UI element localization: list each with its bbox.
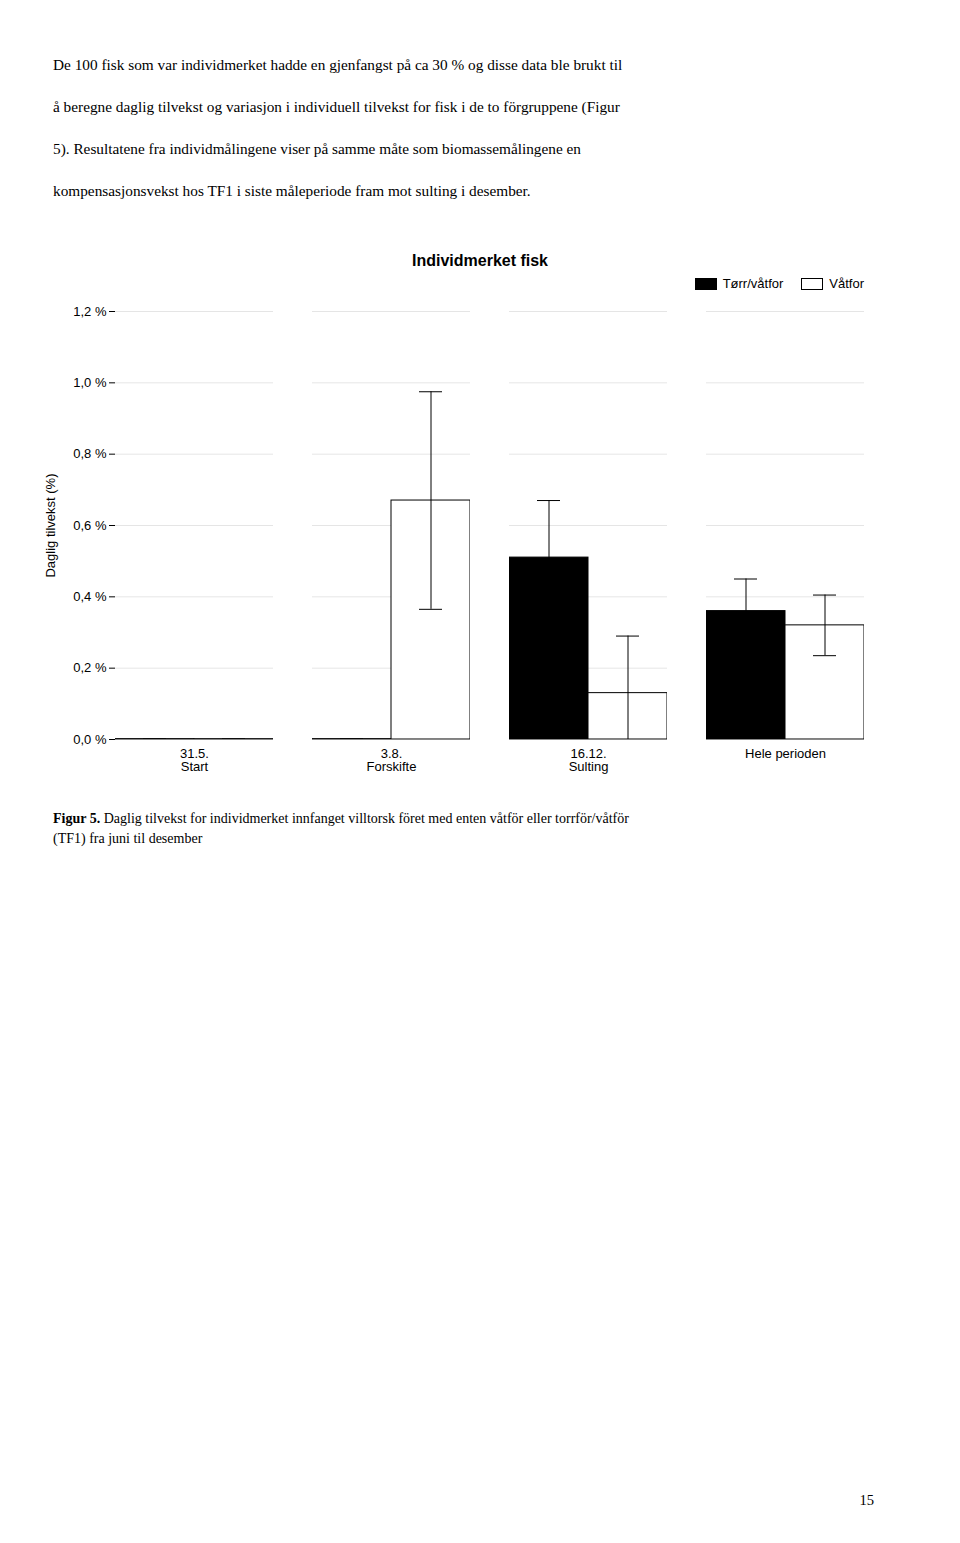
svg-text:1,2 %: 1,2 % — [73, 304, 107, 319]
html-text:Individmerket fisk: Individmerket fisk — [412, 252, 548, 270]
html-text:De 100 fisk som var individmer: De 100 fisk som var individmerket hadde … — [53, 56, 623, 73]
html-text:Figur 5. Daglig tilvekst for i: Figur 5. Daglig tilvekst for individmerk… — [53, 811, 629, 846]
svg-text:0,4 %: 0,4 % — [73, 589, 107, 604]
svg-text:16.12.Sulting: 16.12.Sulting — [569, 746, 609, 774]
html-text:15: 15 — [859, 1492, 874, 1508]
html-text:å beregne daglig tilvekst og v: å beregne daglig tilvekst og variasjon i… — [53, 98, 620, 116]
svg-text:1,0 %: 1,0 % — [73, 375, 107, 390]
html-text:5). Resultatene fra individmål: 5). Resultatene fra individmålingene vis… — [53, 140, 581, 158]
svg-text:0,6 %: 0,6 % — [73, 518, 107, 533]
svg-text:Hele perioden: Hele perioden — [745, 746, 826, 761]
svg-text:0,2 %: 0,2 % — [73, 661, 107, 676]
svg-text:3.8.Forskifte: 3.8.Forskifte — [367, 746, 417, 774]
svg-text:0,0 %: 0,0 % — [73, 732, 107, 747]
svg-text:Daglig tilvekst (%): Daglig tilvekst (%) — [43, 474, 58, 578]
svg-text:31.5.Start: 31.5.Start — [180, 746, 209, 774]
svg-text:0,8 %: 0,8 % — [73, 447, 107, 462]
html-text:Tørr/våtfor: Tørr/våtfor — [722, 276, 784, 292]
html-text:kompensasjonsvekst hos TF1 i s: kompensasjonsvekst hos TF1 i siste målep… — [53, 182, 531, 200]
html-text:Våtfor: Våtfor — [829, 276, 864, 292]
